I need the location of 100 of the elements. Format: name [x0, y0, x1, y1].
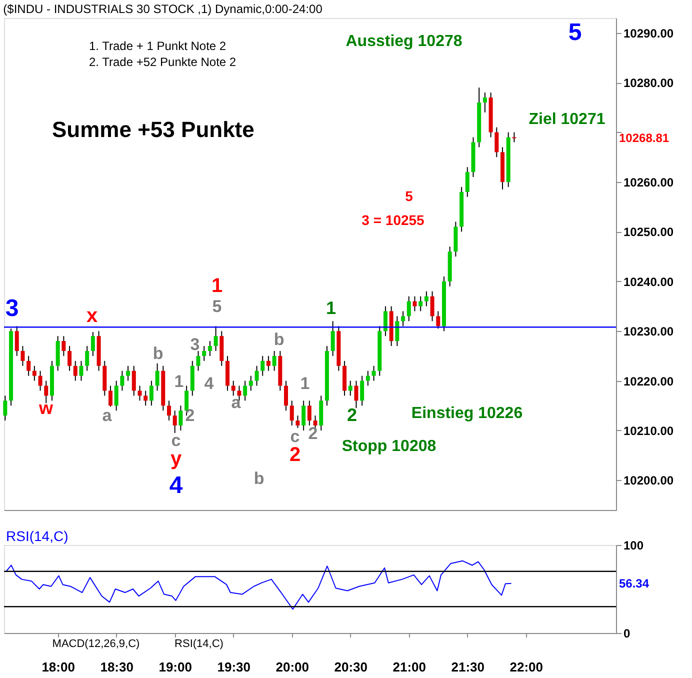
candlestick — [202, 346, 206, 362]
candlestick — [172, 410, 177, 434]
y-tick-label: 10280.00 — [624, 76, 674, 90]
candlestick — [366, 370, 370, 386]
x-tick-label: 21:30 — [451, 660, 485, 674]
annotation: 2. Trade +52 Punkte Note 2 — [89, 55, 236, 69]
candlestick — [32, 365, 36, 382]
y-tick-label: 10250.00 — [624, 225, 674, 240]
candlestick — [254, 365, 259, 386]
y-tick-label: 10220.00 — [624, 374, 674, 388]
annotation: 2 — [346, 405, 358, 425]
candlestick — [424, 290, 428, 307]
annotation: 1 — [174, 372, 184, 391]
x-tick-label: 21:00 — [392, 660, 426, 674]
text: 56.34 — [619, 576, 650, 590]
annotation: 1 — [300, 374, 310, 393]
candlestick — [296, 415, 300, 428]
candlestick — [44, 380, 48, 404]
candlestick — [231, 380, 236, 396]
candlestick — [79, 360, 84, 382]
annotation: a — [102, 406, 112, 425]
x-tick-label: 18:00 — [42, 660, 75, 674]
candlestick — [132, 365, 136, 396]
candlestick — [138, 385, 142, 402]
annotation: 4 — [204, 374, 214, 393]
y-tick-label: 10240.00 — [624, 274, 674, 289]
candlestick — [401, 310, 406, 327]
candlestick — [436, 310, 440, 330]
annotation: 2 — [308, 424, 318, 443]
candlestick — [360, 375, 364, 406]
candlestick — [126, 365, 130, 382]
candlestick — [430, 290, 434, 322]
candlestick — [412, 296, 417, 312]
candlestick — [348, 380, 352, 396]
candlestick — [406, 296, 411, 322]
candlestick — [260, 355, 265, 376]
candlestick — [85, 346, 90, 372]
annotation: 1 — [326, 298, 336, 318]
text: MACD(12,26,9,C) — [52, 638, 140, 650]
y-tick-label: 10210.00 — [624, 424, 674, 438]
annotation: c — [290, 427, 300, 446]
annotation: 5 — [568, 19, 582, 46]
candlestick — [243, 380, 248, 402]
x-tick-label: 20:00 — [276, 660, 309, 674]
annotation: 4 — [169, 472, 184, 499]
chart-title: RSI(14,C) — [6, 528, 68, 544]
candlestick — [383, 306, 388, 337]
candlestick — [482, 92, 487, 113]
x-tick-label: 22:00 — [510, 660, 544, 674]
candlestick — [14, 326, 19, 356]
candlestick — [196, 350, 200, 372]
annotation: c — [171, 431, 181, 450]
annotation: Einstieg 10226 — [411, 405, 523, 422]
annotation: x — [86, 305, 98, 327]
candlestick — [272, 350, 276, 372]
candlestick — [302, 400, 306, 431]
annotation: 3 — [5, 295, 19, 322]
candlestick — [144, 390, 148, 406]
candlestick — [178, 405, 183, 431]
annotation: 2 — [185, 406, 195, 425]
candlestick — [214, 326, 218, 352]
x-tick-label: 19:00 — [158, 660, 192, 674]
candlestick — [395, 316, 400, 346]
candlestick — [354, 380, 358, 409]
candlestick — [494, 126, 499, 158]
y-tick-label: 0 — [624, 626, 630, 640]
y-tick-label: 10260.00 — [624, 176, 674, 190]
annotation: b — [254, 469, 264, 488]
candlestick — [3, 395, 8, 422]
candlestick — [284, 380, 288, 412]
x-tick-label: 20:30 — [334, 660, 368, 674]
candlestick — [26, 355, 31, 376]
annotation: 1. Trade + 1 Punkt Note 2 — [89, 39, 226, 53]
candlestick — [108, 385, 112, 408]
annotation: 5 — [405, 188, 414, 204]
candlestick — [114, 380, 118, 412]
line-series — [6, 560, 512, 610]
annotation: Ausstieg 10278 — [346, 33, 462, 50]
candlestick — [149, 380, 154, 406]
y-tick-label: 10230.00 — [624, 324, 674, 339]
text: RSI(14,C) — [174, 638, 224, 650]
annotation: a — [231, 393, 242, 412]
candlestick — [38, 370, 42, 392]
candlestick — [90, 332, 95, 356]
candlestick — [120, 370, 124, 392]
candlestick — [307, 400, 312, 426]
annotation: Summe +53 Punkte — [52, 117, 254, 142]
candlestick — [290, 400, 294, 426]
candlestick — [73, 360, 78, 382]
annotation: Stopp 10208 — [342, 438, 436, 455]
x-tick-label: 18:30 — [100, 660, 134, 674]
candlestick — [68, 346, 72, 372]
annotation: Ziel 10271 — [528, 111, 606, 128]
x-tick-label: 19:30 — [217, 660, 250, 674]
y-tick-label: 10200.00 — [624, 474, 674, 488]
text: 10268.81 — [619, 131, 670, 146]
candlestick — [465, 166, 470, 198]
annotation: 1 — [211, 275, 223, 297]
candlestick — [266, 355, 270, 372]
chart-title: ($INDU - INDUSTRIALS 30 STOCK ,1) Dynamic,0:00-24:00 — [3, 2, 323, 16]
